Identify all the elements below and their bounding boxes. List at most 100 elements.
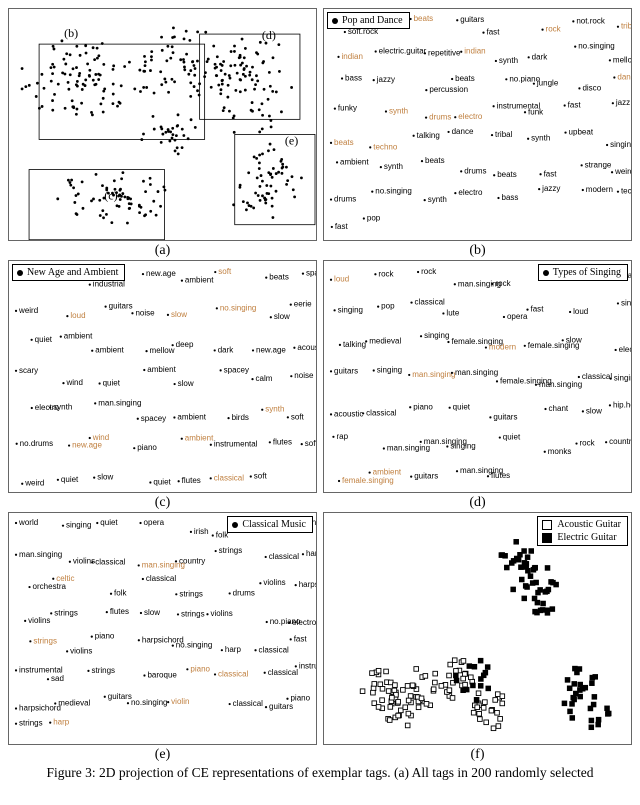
tag-label: talking — [343, 340, 366, 349]
tag-label: not.rock — [576, 16, 606, 25]
tag-label: country — [609, 437, 631, 446]
tag-label: synth — [499, 56, 518, 65]
tag-label: loud — [573, 307, 588, 316]
tag-label: synth — [428, 195, 447, 204]
caption-text: 2D projection of CE representations of e… — [99, 765, 593, 780]
tag-label: guitars — [109, 302, 133, 311]
tag-label: harpsichord — [19, 703, 61, 712]
tag-label: singing — [377, 365, 402, 374]
tag-label: singing — [338, 305, 363, 314]
tag-label: orchestra — [33, 582, 67, 591]
tag-label: synth — [531, 134, 550, 143]
filled-square-icon — [542, 533, 552, 543]
legend-marker-icon — [232, 522, 238, 528]
legend-label: New Age and Ambient — [27, 267, 118, 278]
tag-label: slow — [97, 473, 113, 482]
tag-label: fast — [568, 100, 582, 109]
tag-label: loud — [70, 311, 85, 320]
tag-label: new.age — [146, 269, 176, 278]
tag-label: rock — [421, 267, 437, 276]
tag-label: violins — [210, 609, 232, 618]
tag-label: jazzy — [376, 75, 395, 84]
tag-label: baroque — [147, 671, 177, 680]
tag-label: beats — [414, 14, 434, 23]
tag-label: drums — [233, 588, 255, 597]
tag-label: scary — [19, 366, 38, 375]
tag-label: flutes — [491, 471, 510, 480]
tag-label: electric.guitar — [619, 345, 631, 354]
tag-label: classical — [233, 699, 264, 708]
tag-label: ambient — [64, 332, 93, 341]
legend-label: Types of Singing — [553, 267, 621, 278]
legend-label: Classical Music — [242, 519, 306, 530]
tag-label: mellow — [613, 55, 631, 64]
tag-label: electro — [292, 618, 316, 627]
tag-label: electro — [458, 188, 483, 197]
tag-label: classical — [214, 473, 245, 482]
tag-label: tribal — [621, 22, 631, 31]
tag-label: medieval — [58, 698, 90, 707]
tag-label: synth — [53, 403, 72, 412]
tag-label: classical — [259, 645, 290, 654]
tag-label: upbeat — [569, 128, 594, 137]
tag-label: beats — [334, 138, 354, 147]
tag-label: violin — [171, 697, 189, 706]
figure-label: Figure 3: — [47, 765, 96, 780]
legend-b: Pop and Dance — [327, 12, 410, 29]
tag-label: noise — [135, 308, 155, 317]
tag-label: fast — [294, 634, 308, 643]
tag-label: harpsichord — [306, 549, 316, 558]
legend-marker-icon — [17, 270, 23, 276]
tag-label: noise — [294, 371, 314, 380]
svg-text:(d): (d) — [262, 28, 276, 42]
tag-label: celtic — [56, 574, 74, 583]
tag-label: weird — [614, 167, 631, 176]
tag-label: jazzy — [541, 184, 560, 193]
tag-label: strange — [585, 160, 612, 169]
tag-label: lute — [446, 308, 459, 317]
tag-label: wind — [65, 378, 83, 387]
tag-label: modern — [586, 185, 613, 194]
tag-label: weird — [24, 479, 44, 488]
tag-label: world — [18, 518, 38, 527]
tag-label: classical — [582, 372, 613, 381]
tag-label: man.singing — [539, 380, 582, 389]
tag-label: electric.guitar — [379, 46, 427, 55]
tag-label: rock — [580, 439, 596, 448]
tag-label: no.singing — [578, 42, 615, 51]
sublabel-c: (c) — [8, 495, 317, 511]
tag-label: instrumental — [214, 440, 258, 449]
tag-label: singing — [614, 374, 631, 383]
sublabel-d: (d) — [323, 495, 632, 511]
tag-label: jungle — [536, 79, 559, 88]
tag-label: folk — [114, 589, 127, 598]
tag-label: ambient — [340, 157, 369, 166]
tag-label: electro — [458, 112, 483, 121]
tag-label: man.singing — [412, 370, 455, 379]
tag-label: piano — [95, 632, 115, 641]
tag-label: man.singing — [19, 550, 62, 559]
tag-label: ambient — [177, 413, 206, 422]
tag-label: soft — [218, 267, 232, 276]
tag-label: harp — [225, 645, 242, 654]
tag-label: medieval — [369, 336, 401, 345]
legend-label: Pop and Dance — [342, 15, 403, 26]
sublabel-f: (f) — [323, 747, 632, 763]
tag-label: strings — [54, 608, 78, 617]
tag-label: disco — [582, 83, 601, 92]
legend-marker-icon — [543, 270, 549, 276]
tag-label: loud — [334, 275, 349, 284]
tag-label: deep — [176, 340, 194, 349]
legend-item-label: Acoustic Guitar — [557, 519, 621, 530]
tag-label: strings — [33, 636, 57, 645]
panel-e: worldsingingquietoperairishfolkstringssi… — [8, 512, 317, 745]
tag-label: quiet — [453, 403, 471, 412]
tag-label: beats — [425, 156, 445, 165]
tag-label: spacey — [224, 365, 249, 374]
panel-b: soft.rockdrumsbeatsguitarsfastrocknot.ro… — [323, 8, 632, 241]
tag-label: female.singing — [342, 476, 394, 485]
legend-item-label: Electric Guitar — [557, 532, 616, 543]
tag-label: guitars — [334, 366, 358, 375]
tag-label: bass — [502, 193, 519, 202]
tag-label: pop — [367, 213, 381, 222]
